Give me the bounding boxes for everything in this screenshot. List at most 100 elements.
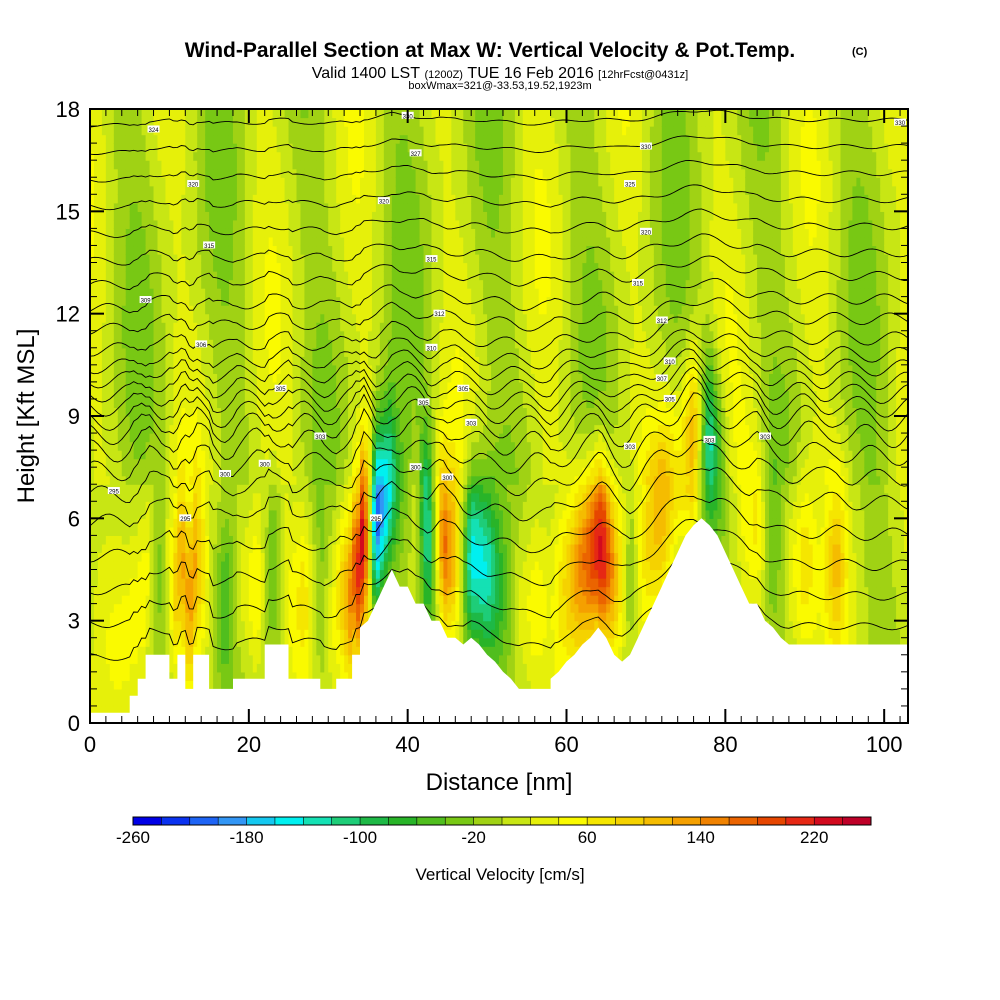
field-cell [145,177,151,187]
field-cell [125,560,131,571]
field-cell [90,475,95,485]
field-cell [332,586,337,596]
field-cell [193,492,198,502]
field-cell [145,194,151,204]
field-cell [316,552,321,562]
field-cell [296,416,302,426]
field-cell [236,330,242,340]
field-cell [189,475,194,485]
field-cell [300,228,306,238]
field-cell [300,347,306,357]
field-cell [276,364,282,374]
field-cell [336,518,341,528]
field-cell [316,126,321,136]
field-cell [300,279,306,289]
field-cell [272,416,278,426]
field-cell [320,313,325,323]
field-cell [268,637,274,647]
field-cell [209,654,214,664]
field-cell [189,526,194,536]
field-cell [101,458,107,468]
field-cell [232,424,238,434]
field-cell [161,509,167,519]
field-cell [165,450,171,460]
field-cell [252,288,258,298]
field-cell [308,109,313,119]
field-cell [276,501,282,511]
field-cell [213,450,218,460]
field-cell [101,313,107,323]
field-cell [113,629,119,639]
field-cell [324,595,329,605]
field-cell [97,117,103,127]
field-cell [165,560,171,571]
field-cell [324,501,329,511]
field-cell [236,219,242,229]
field-cell [117,322,123,332]
field-cell [340,416,345,426]
field-cell [173,467,178,477]
field-cell [256,236,262,247]
field-cell [280,288,286,298]
field-cell [101,535,107,545]
field-cell [217,296,222,306]
field-cell [101,569,107,579]
field-cell [101,322,107,332]
field-cell [344,654,349,664]
field-cell [320,330,325,340]
field-cell [328,151,333,161]
field-cell [225,441,230,451]
field-cell [177,603,182,613]
field-cell [90,416,95,426]
field-cell [320,373,325,383]
field-cell [141,620,147,630]
field-cell [205,279,210,289]
field-cell [161,390,167,400]
field-cell [272,253,278,264]
field-cell [213,185,218,195]
field-cell [356,339,361,349]
field-cell [236,177,242,187]
field-cell [201,433,206,443]
field-cell [129,663,135,673]
field-cell [288,279,294,289]
field-cell [240,381,246,392]
field-cell [113,612,119,622]
field-cell [312,271,317,281]
field-cell [228,526,234,536]
field-cell [260,603,266,613]
field-cell [205,126,210,136]
field-cell [181,271,186,281]
field-cell [125,629,131,639]
field-cell [276,407,282,417]
field-cell [284,262,290,272]
field-cell [201,279,206,289]
field-cell [209,202,214,212]
field-cell [296,595,302,605]
field-cell [93,416,99,426]
field-cell [264,552,270,562]
field-cell [248,518,254,528]
field-cell [276,373,282,383]
field-cell [137,322,143,332]
field-cell [268,313,274,323]
field-cell [90,151,95,161]
field-cell [320,236,325,247]
field-cell [141,612,147,622]
field-cell [197,526,202,536]
field-cell [101,160,107,170]
field-cell [248,288,254,298]
field-cell [348,109,353,119]
field-cell [232,322,238,332]
field-cell [209,109,214,119]
field-cell [304,236,309,247]
field-cell [121,364,127,374]
field-cell [244,501,250,511]
field-cell [252,185,258,195]
field-cell [288,620,294,630]
field-cell [217,629,222,639]
field-cell [105,578,111,588]
field-cell [217,219,222,229]
field-cell [105,134,111,144]
field-cell [280,185,286,195]
